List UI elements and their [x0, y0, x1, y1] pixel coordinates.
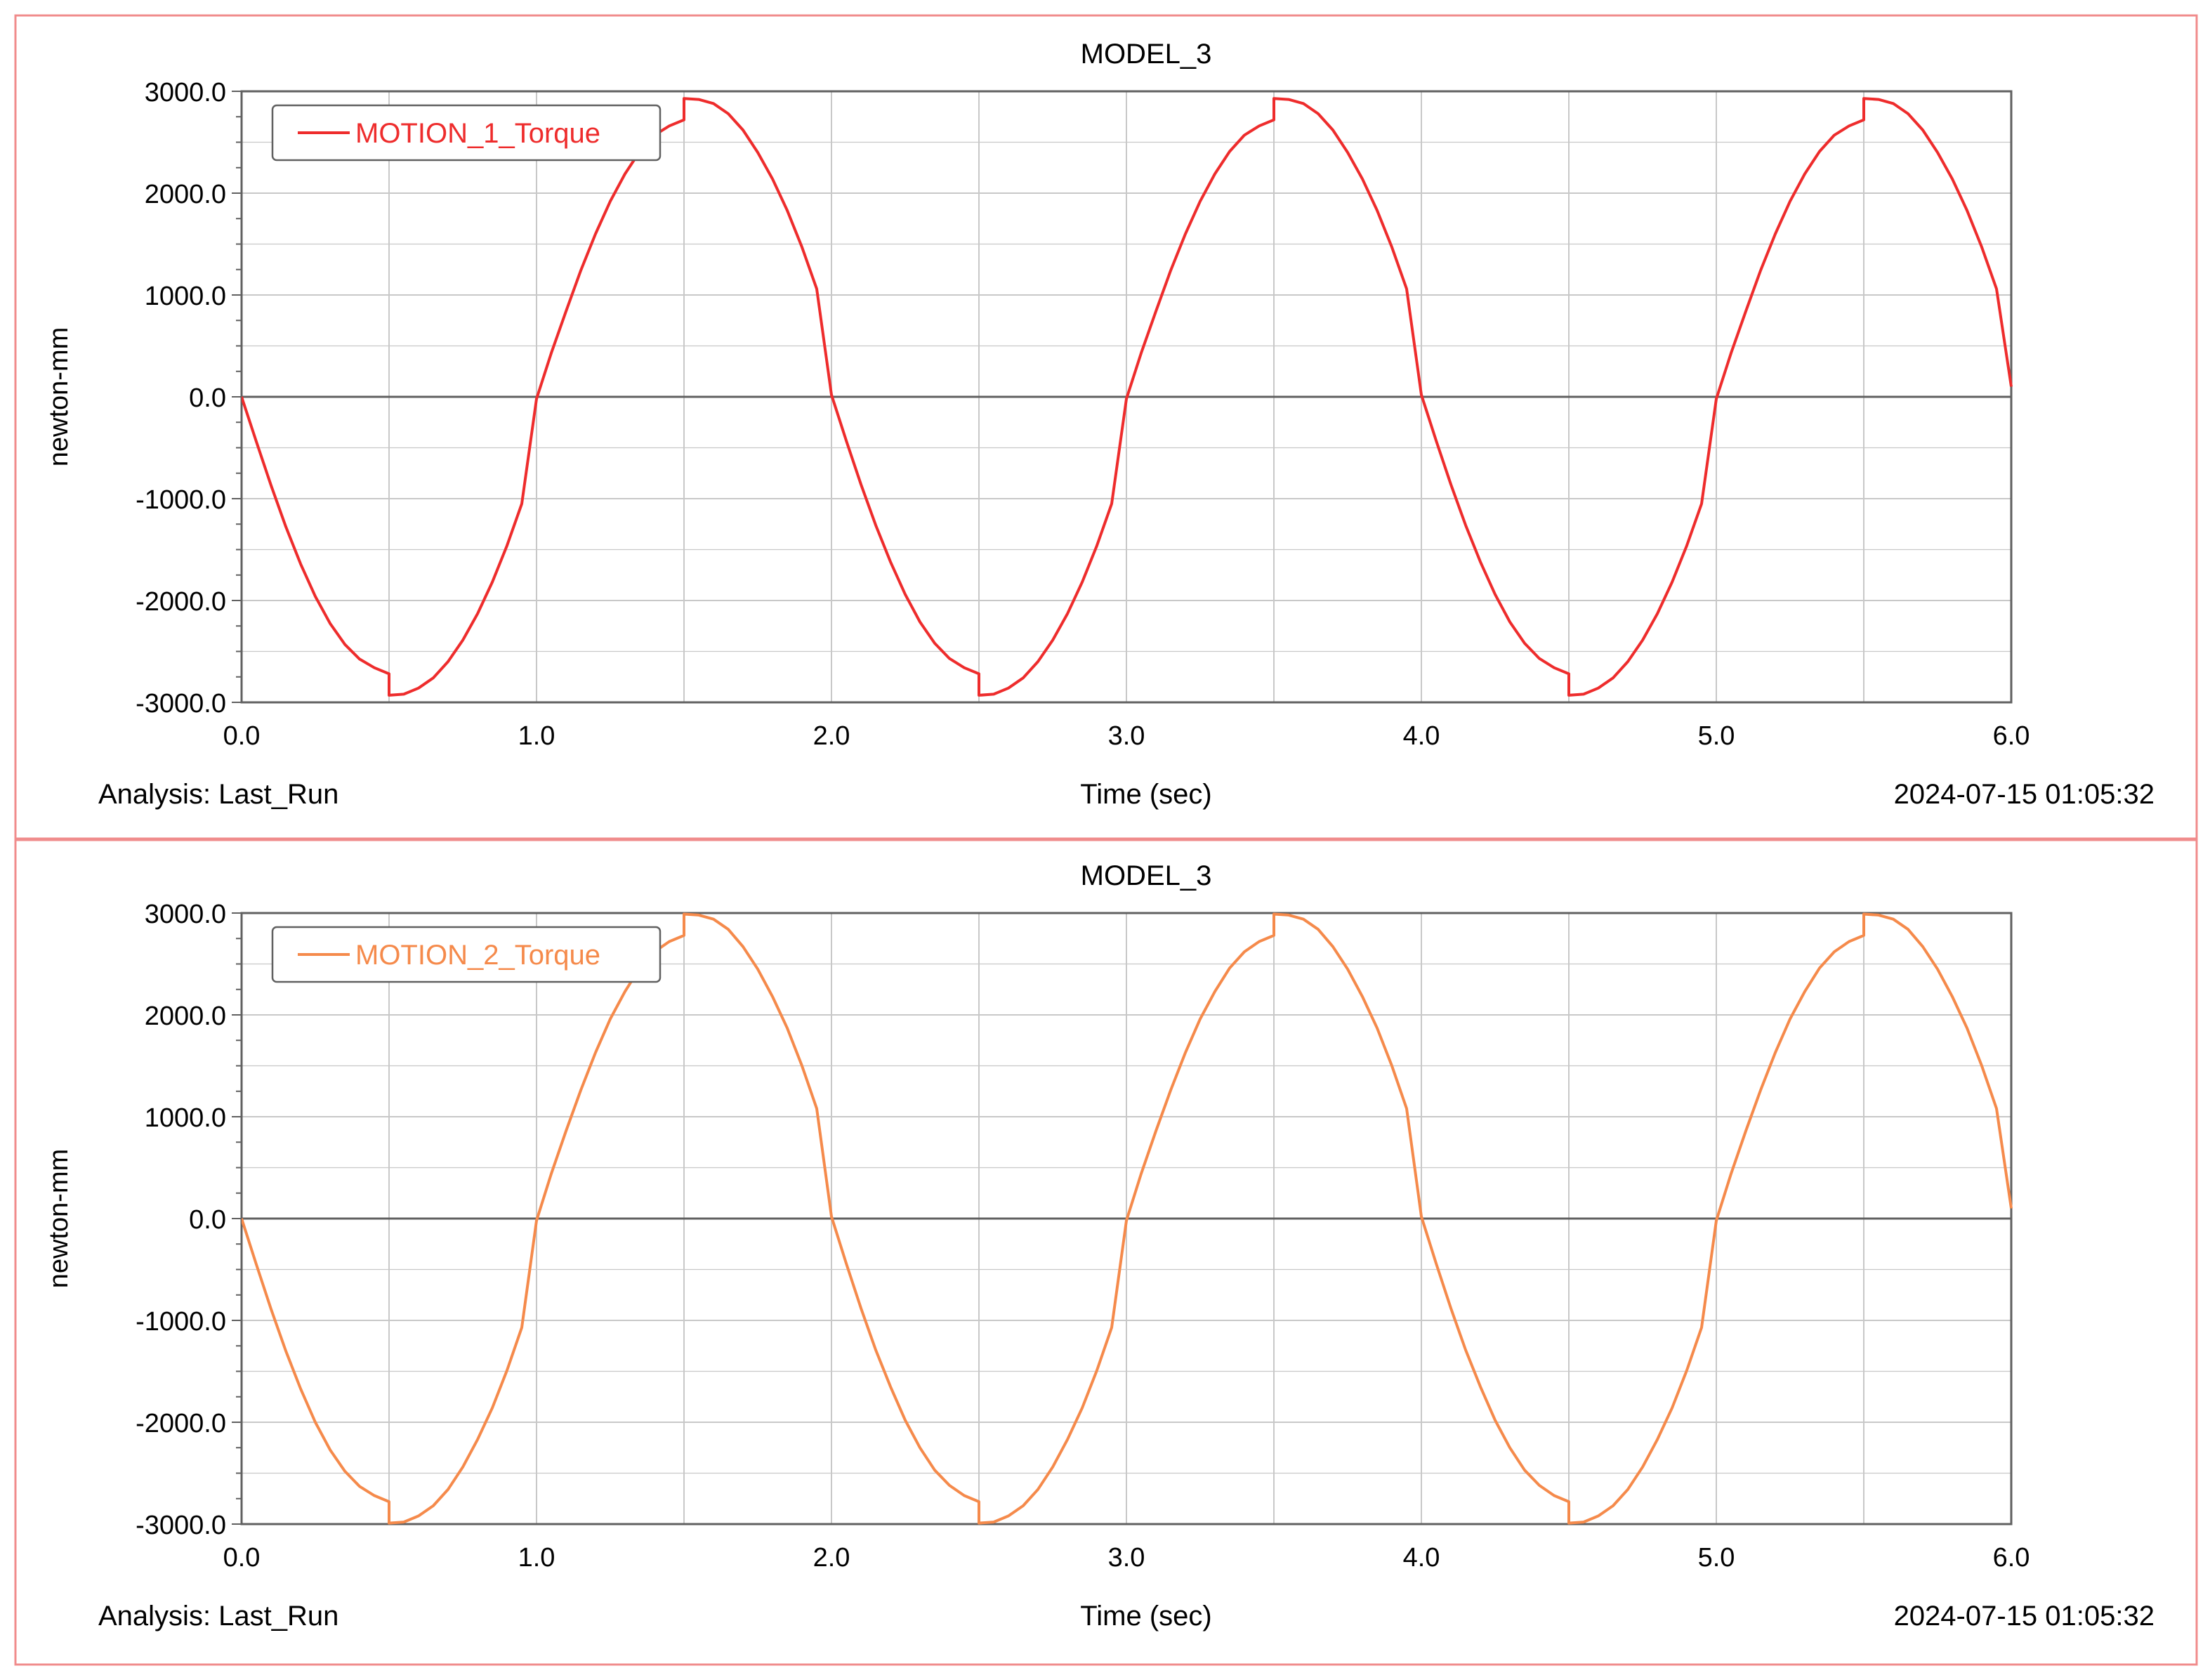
x-tick-label: 3.0 [1108, 721, 1145, 751]
x-tick-label: 0.0 [223, 721, 261, 751]
x-axis-label: Time (sec) [1080, 1601, 1211, 1632]
series-line [242, 912, 2013, 1525]
chart-title: MODEL_3 [1081, 39, 1212, 70]
chart-title: MODEL_3 [1081, 860, 1212, 891]
x-tick-label: 2.0 [813, 1543, 850, 1573]
y-tick-label: -3000.0 [136, 1511, 226, 1540]
analysis-label: Analysis: Last_Run [98, 1601, 338, 1632]
y-axis-label: newton-mm [44, 1149, 74, 1289]
y-tick-label: -3000.0 [136, 689, 226, 718]
legend-label: MOTION_2_Torque [355, 940, 600, 971]
y-tick-label: -2000.0 [136, 587, 226, 617]
x-axis-label: Time (sec) [1080, 779, 1211, 810]
x-tick-label: 0.0 [223, 1543, 261, 1573]
legend: MOTION_1_Torque [271, 104, 662, 162]
y-tick-label: 3000.0 [145, 900, 226, 929]
x-tick-label: 6.0 [1993, 721, 2030, 751]
y-tick-label: 1000.0 [145, 1103, 226, 1133]
analysis-label: Analysis: Last_Run [98, 779, 338, 810]
y-axis-label: newton-mm [44, 327, 74, 467]
y-tick-label: -2000.0 [136, 1409, 226, 1438]
x-tick-label: 2.0 [813, 721, 850, 751]
timestamp-label: 2024-07-15 01:05:32 [1894, 779, 2155, 810]
x-tick-label: 4.0 [1403, 1543, 1440, 1573]
x-tick-label: 5.0 [1698, 721, 1735, 751]
x-tick-label: 1.0 [518, 721, 555, 751]
y-tick-label: 0.0 [189, 383, 226, 413]
series-line [242, 97, 2013, 697]
legend-label: MOTION_1_Torque [355, 118, 600, 149]
y-tick-label: 3000.0 [145, 78, 226, 107]
legend-box [271, 104, 662, 162]
y-tick-label: 2000.0 [145, 1002, 226, 1031]
legend-box [271, 926, 662, 983]
y-tick-label: 0.0 [189, 1205, 226, 1235]
chart-panel-1: 3000.0 2000.0 1000.0 0.0 -1000.0 -2000.0 -3000… [14, 14, 2198, 840]
y-tick-label: -1000.0 [136, 1307, 226, 1337]
y-tick-label: -1000.0 [136, 485, 226, 515]
x-tick-label: 3.0 [1108, 1543, 1145, 1573]
x-tick-label: 5.0 [1698, 1543, 1735, 1573]
chart-panel-2: 3000.0 2000.0 1000.0 0.0 -1000.0 -2000.0 -3000… [14, 839, 2198, 1666]
x-tick-label: 1.0 [518, 1543, 555, 1573]
legend: MOTION_2_Torque [271, 926, 662, 983]
x-tick-label: 6.0 [1993, 1543, 2030, 1573]
y-tick-label: 2000.0 [145, 180, 226, 209]
timestamp-label: 2024-07-15 01:05:32 [1894, 1601, 2155, 1632]
y-tick-label: 1000.0 [145, 282, 226, 311]
x-tick-label: 4.0 [1403, 721, 1440, 751]
